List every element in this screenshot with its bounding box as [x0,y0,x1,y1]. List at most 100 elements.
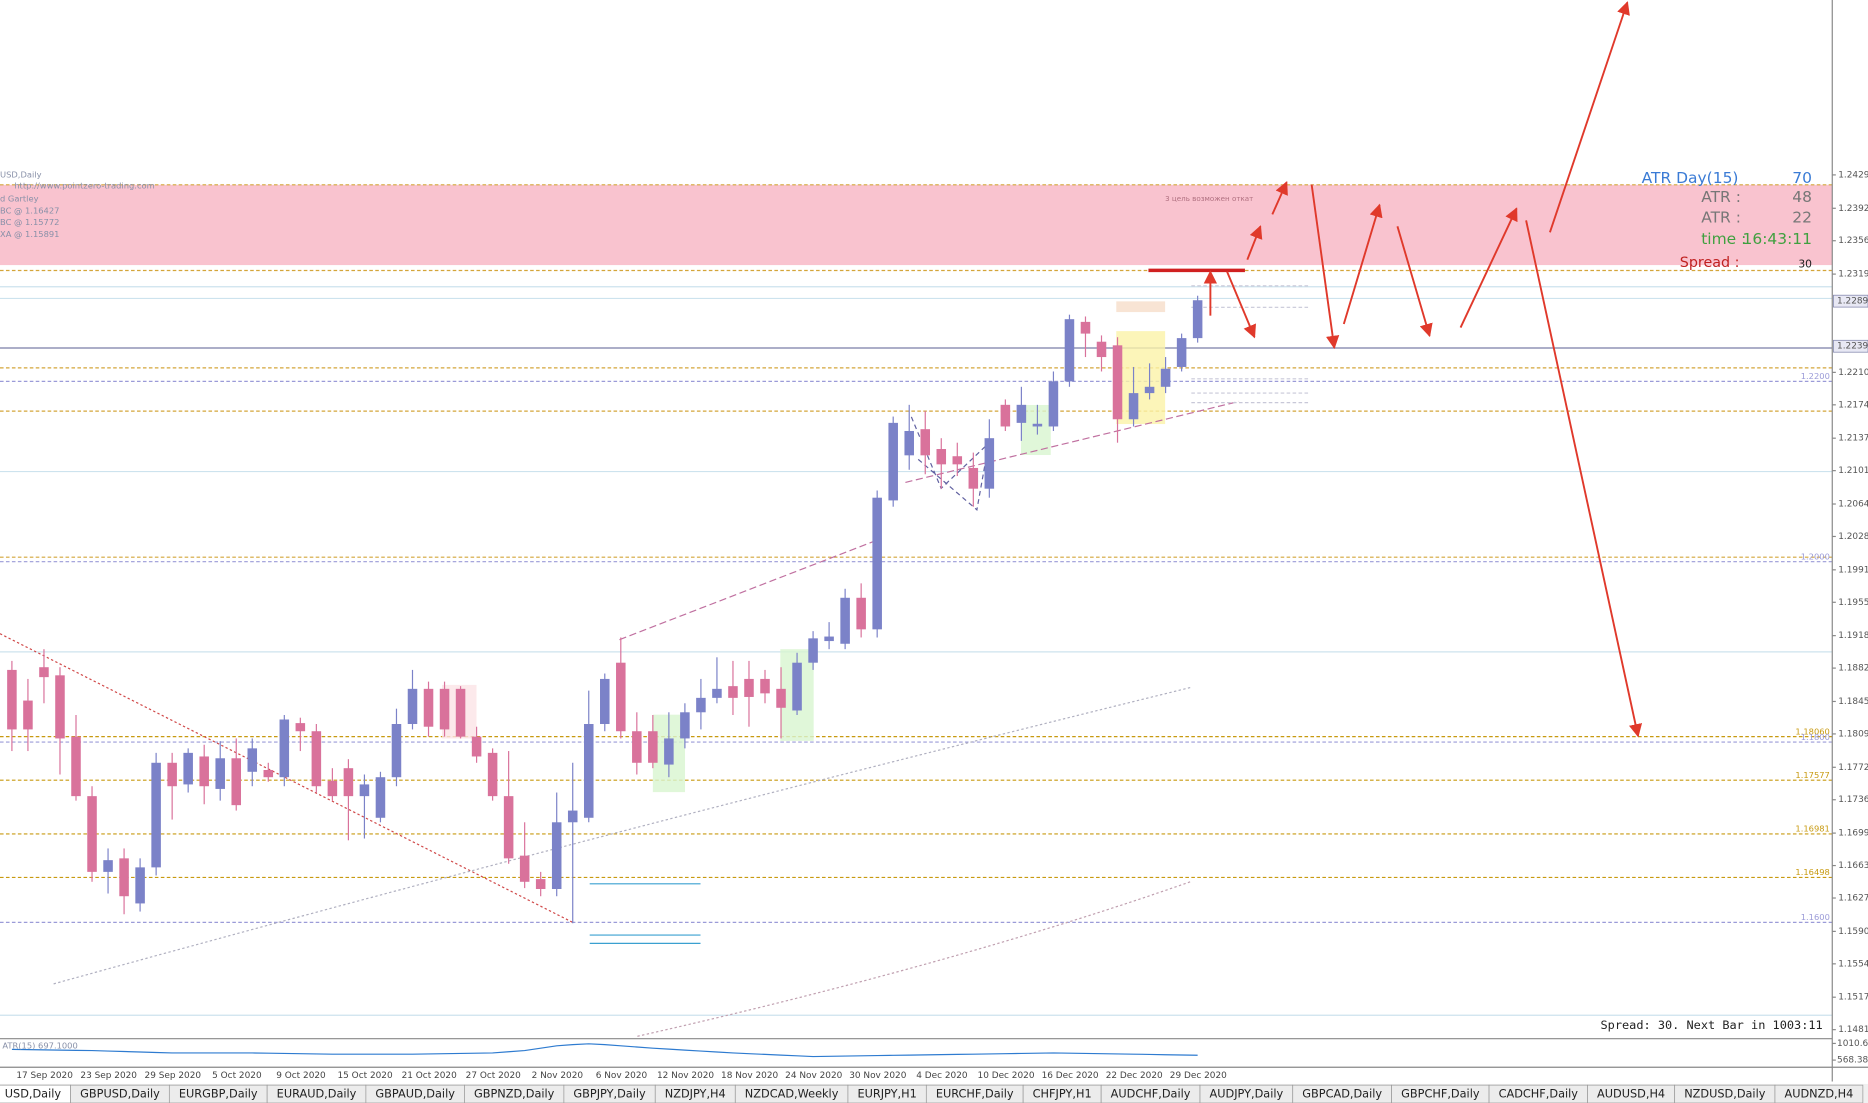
tab-label[interactable]: GBPJPY,Daily [573,1088,646,1101]
tab-label[interactable]: USD,Daily [5,1088,62,1101]
candle-body [952,456,963,465]
tab[interactable]: EURJPY,H1 [847,1084,927,1103]
x-tick-label: 16 Dec 2020 [1042,1071,1099,1081]
tab[interactable]: GBPNZD,Daily [464,1084,565,1103]
candle-body [135,867,145,904]
tab-label[interactable]: AUDNZD,H4 [1784,1088,1853,1101]
panel-label: ATR : [1701,208,1741,226]
y-tick-label: 1.1699 [1838,829,1868,839]
tab[interactable]: GBPAUD,Daily [365,1084,465,1103]
x-tick-label: 24 Nov 2020 [785,1071,842,1081]
price-label-box [1833,294,1868,308]
candle-body [7,669,17,730]
highlight-box [1116,331,1166,425]
arrow [1342,203,1383,325]
y-tick-label: 1.2137 [1838,434,1868,444]
x-tick-label: 29 Dec 2020 [1170,1071,1227,1081]
tab-label[interactable]: AUDUSD,H4 [1597,1088,1665,1101]
x-tick-label: 21 Oct 2020 [402,1071,457,1081]
tab[interactable]: AUDJPY,Daily [1199,1084,1294,1103]
tab[interactable]: NZDJPY,H4 [654,1084,736,1103]
chart-info: USD,Daily http://www.pointzero-trading.c… [0,170,1253,240]
tab[interactable]: CADCHF,Daily [1488,1084,1588,1103]
candle-body [439,688,450,730]
candle-body [551,822,562,890]
tab-label[interactable]: GBPCHF,Daily [1401,1088,1480,1101]
candle-body [391,724,402,778]
x-tick-label: 27 Oct 2020 [466,1071,521,1081]
candle-body [1064,319,1075,382]
tab-label[interactable]: NZDJPY,H4 [665,1088,726,1101]
tab[interactable]: AUDNZD,H4 [1774,1084,1864,1103]
tab-label[interactable]: NZDCAD,Weekly [745,1088,839,1101]
candle-body [519,855,530,882]
tab[interactable]: EURAUD,Daily [266,1084,367,1103]
trend-line [0,633,575,924]
tab[interactable]: NZDCAD,Weekly [734,1084,849,1103]
tab[interactable]: AUDUSD,H4 [1587,1084,1676,1103]
panel-label: ATR : [1701,188,1741,206]
candle-body [327,780,338,797]
tab-label[interactable]: GBPAUD,Daily [375,1088,455,1101]
y-tick-label: 1.1809 [1838,729,1868,739]
tab-label[interactable]: GBPNZD,Daily [474,1088,555,1101]
candle-body [583,724,594,818]
tab-label[interactable]: AUDCHF,Daily [1111,1088,1191,1101]
panel-value: 30 [1798,257,1812,270]
panel-label: time : [1701,230,1746,248]
tab[interactable]: GBPCAD,Daily [1292,1084,1392,1103]
x-tick-label: 4 Dec 2020 [916,1071,968,1081]
y-tick-label: 1.1882 [1838,664,1868,674]
tab[interactable]: GBPCHF,Daily [1391,1084,1490,1103]
candle-body [1016,404,1027,423]
candle-body [1144,386,1155,394]
tab-label[interactable]: EURGBP,Daily [179,1088,258,1101]
candles [7,295,1203,1058]
candle-body [407,688,418,725]
tab-label[interactable]: GBPUSD,Daily [80,1088,160,1101]
tab-label[interactable]: EURJPY,H1 [857,1088,916,1101]
x-tick-label: 30 Nov 2020 [849,1071,906,1081]
x-tick-label: 6 Nov 2020 [596,1071,648,1081]
y-tick-label: 1.1554 [1838,959,1868,969]
tab-label[interactable]: EURAUD,Daily [277,1088,357,1101]
tab[interactable]: EURGBP,Daily [168,1084,268,1103]
candle-body [616,662,626,732]
price-label: 1.2239 [1837,342,1868,352]
tab-label[interactable]: CADCHF,Daily [1499,1088,1579,1101]
candle-body [455,688,466,737]
resistance-zone [0,184,1833,266]
annotation: BC @ 1.15772 [0,217,59,227]
x-tick-label: 23 Sep 2020 [80,1071,137,1081]
tab[interactable]: GBPJPY,Daily [563,1084,656,1103]
tab-label[interactable]: EURCHF,Daily [936,1088,1014,1101]
candle-body [840,597,850,644]
candle-body [183,752,193,785]
candle-body [824,636,834,642]
tab-label[interactable]: AUDJPY,Daily [1210,1088,1284,1101]
tab[interactable]: AUDCHF,Daily [1100,1084,1201,1103]
candle-body [119,858,129,897]
x-tick-label: 10 Dec 2020 [978,1071,1035,1081]
tab[interactable]: GBPUSD,Daily [70,1084,170,1103]
tab[interactable]: USD,Daily [0,1084,71,1103]
tab-label[interactable]: NZDUSD,Daily [1684,1088,1766,1101]
price-label: 1.2289 [1837,297,1868,307]
tab-label[interactable]: GBPCAD,Daily [1302,1088,1382,1101]
level-label: 1.18060 [1795,726,1829,736]
candle-body [648,731,658,763]
x-tick-label: 22 Dec 2020 [1106,1071,1163,1081]
annotation: BC @ 1.16427 [0,205,59,215]
tab-label[interactable]: CHFJPY,H1 [1033,1088,1092,1101]
tab[interactable]: CHFJPY,H1 [1022,1084,1102,1103]
tab-bg[interactable] [1774,1084,1864,1103]
candle-body [632,731,642,763]
level-label: 1.16498 [1795,867,1829,877]
tab[interactable]: NZDUSD,Daily [1674,1084,1776,1103]
trend-line [905,400,1240,483]
tab[interactable]: EURCHF,Daily [925,1084,1024,1103]
candle-body [1096,341,1107,358]
x-tick-label: 9 Oct 2020 [276,1071,326,1081]
candle-body [279,719,290,778]
y-tick-label: 1.2064 [1838,500,1868,510]
